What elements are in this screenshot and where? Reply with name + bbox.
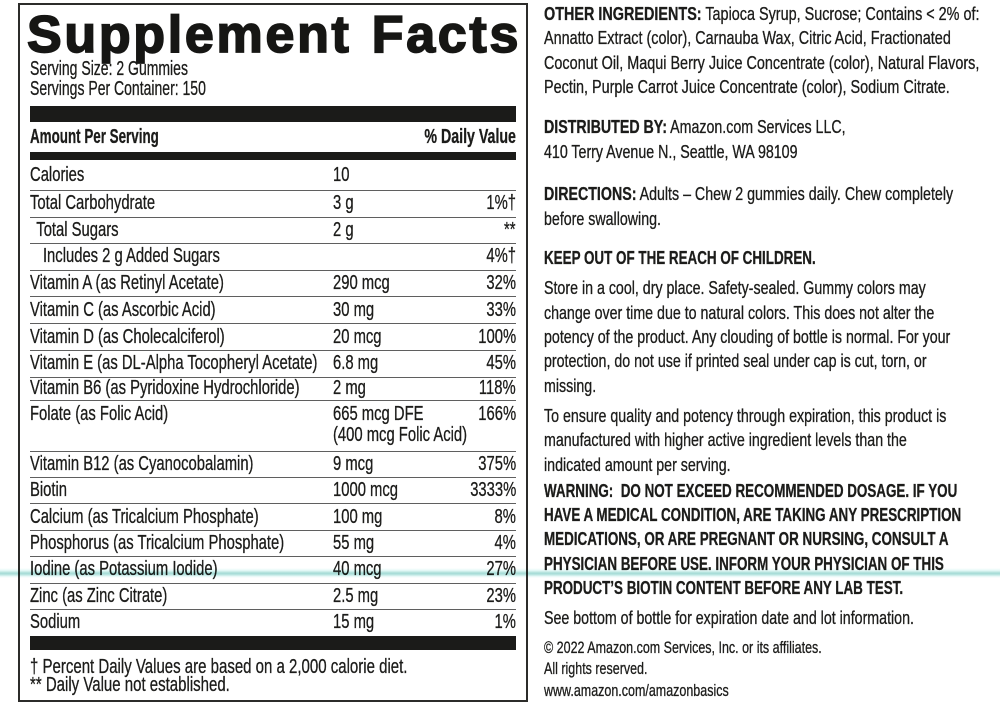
table-row: Calcium (as Tricalcium Phosphate) 100 mg…: [30, 503, 516, 529]
nutrient-amount: 6.8 mg: [333, 352, 379, 375]
supplement-facts-panel: Supplement Facts Serving Size: 2 Gummies…: [18, 3, 528, 702]
table-row: Folate (as Folic Acid) 665 mcg DFE (400 …: [30, 400, 516, 451]
nutrient-name: Vitamin E (as DL-Alpha Tocopheryl Acetat…: [30, 352, 318, 375]
nutrient-name: Sodium: [30, 611, 81, 634]
table-header: Amount Per Serving % Daily Value: [30, 123, 516, 153]
nutrient-daily-value: 3333%: [469, 479, 516, 502]
nutrient-daily-value: 4%†: [486, 245, 516, 268]
table-row: Calories 10: [30, 160, 516, 189]
distributed-by-paragraph: DISTRIBUTED BY: Amazon.com Services LLC,…: [543, 115, 1000, 164]
nutrient-amount: 30 mg: [333, 298, 375, 321]
nutrient-name: Zinc (as Zinc Citrate): [30, 584, 168, 607]
nutrient-amount: 9 mcg: [333, 452, 374, 475]
table-row: Vitamin B12 (as Cyanocobalamin) 9 mcg 37…: [30, 450, 516, 477]
table-row: Zinc (as Zinc Citrate) 2.5 mg 23%: [30, 582, 516, 609]
nutrient-daily-value: 1%†: [486, 192, 516, 215]
table-row: Sodium 15 mg 1%: [30, 609, 516, 635]
warning-paragraph: WARNING: DO NOT EXCEED RECOMMENDED DOSAG…: [543, 480, 961, 599]
directions-label: DIRECTIONS:: [543, 184, 636, 205]
nutrient-daily-value: 166%: [478, 403, 516, 426]
nutrient-daily-value: 4%: [494, 532, 516, 555]
divider-bar-thick-top: [30, 106, 516, 123]
nutrient-daily-value: 1%: [494, 611, 516, 634]
directions-paragraph: DIRECTIONS: Adults – Chew 2 gummies dail…: [543, 182, 1000, 231]
table-row: Includes 2 g Added Sugars 4%†: [30, 242, 516, 270]
expiration-note: See bottom of bottle for expiration date…: [543, 607, 914, 628]
nutrient-amount: 20 mcg: [333, 325, 382, 348]
nutrient-daily-value: 45%: [486, 352, 516, 375]
other-ingredients-label: OTHER INGREDIENTS:: [543, 3, 702, 24]
nutrient-name: Vitamin A (as Retinyl Acetate): [30, 272, 224, 295]
nutrient-name: Calcium (as Tricalcium Phosphate): [30, 505, 259, 528]
divider-bar-header: [30, 152, 516, 161]
keep-out-of-reach-warning: KEEP OUT OF THE REACH OF CHILDREN.: [543, 248, 816, 269]
nutrient-amount: 290 mcg: [333, 272, 390, 295]
footnotes: † Percent Daily Values are based on a 2,…: [30, 655, 408, 697]
divider-bar-bottom: [30, 635, 516, 650]
table-row: Total Sugars 2 g **: [30, 216, 516, 243]
nutrient-daily-value: 118%: [479, 377, 516, 400]
copyright-block: © 2022 Amazon.com Services, Inc. or its …: [543, 637, 822, 701]
nutrient-name: Vitamin B12 (as Cyanocobalamin): [30, 452, 254, 475]
table-row: Phosphorus (as Tricalcium Phosphate) 55 …: [30, 529, 516, 556]
panel-title: Supplement Facts: [26, 6, 522, 64]
nutrient-daily-value: 33%: [486, 298, 516, 321]
nutrient-name: Biotin: [30, 479, 68, 502]
nutrient-table: Calories 10 Total Carbohydrate 3 g 1%† T…: [30, 160, 516, 635]
directions-text: Adults – Chew 2 gummies daily. Chew comp…: [543, 184, 953, 229]
other-ingredients-paragraph: OTHER INGREDIENTS: Tapioca Syrup, Sucros…: [543, 2, 1000, 100]
nutrient-daily-value: 32%: [486, 272, 516, 295]
nutrient-amount: 665 mcg DFE (400 mcg Folic Acid): [333, 403, 468, 447]
nutrient-name: Vitamin D (as Cholecalciferol): [30, 325, 225, 348]
nutrient-amount: 2.5 mg: [333, 584, 379, 607]
nutrient-amount: 1000 mcg: [333, 479, 399, 502]
storage-paragraph: Store in a cool, dry place. Safety-seale…: [543, 278, 950, 396]
cyan-scan-line: [0, 568, 1000, 578]
nutrient-amount: 2 g: [333, 218, 354, 241]
table-row: Vitamin E (as DL-Alpha Tocopheryl Acetat…: [30, 350, 516, 377]
other-ingredients-text: Tapioca Syrup, Sucrose; Contains < 2% of…: [543, 3, 980, 97]
nutrient-name: Calories: [30, 163, 85, 186]
table-row: Total Carbohydrate 3 g 1%†: [30, 189, 516, 217]
nutrient-daily-value: 23%: [486, 584, 516, 607]
distributed-by-text: Amazon.com Services LLC, 410 Terry Avenu…: [543, 117, 846, 162]
nutrient-name: Includes 2 g Added Sugars: [42, 245, 220, 268]
nutrient-amount: 100 mg: [333, 505, 383, 528]
daily-value-header: % Daily Value: [424, 125, 516, 148]
amount-per-serving-header: Amount Per Serving: [30, 125, 159, 148]
nutrient-name: Total Sugars: [36, 218, 119, 241]
nutrient-daily-value: 8%: [494, 505, 516, 528]
nutrient-amount: 15 mg: [333, 611, 375, 634]
potency-paragraph: To ensure quality and potency through ex…: [543, 406, 946, 475]
distributed-by-label: DISTRIBUTED BY:: [543, 117, 667, 138]
nutrient-amount: 2 mg: [333, 377, 366, 400]
table-row: Vitamin D (as Cholecalciferol) 20 mcg 10…: [30, 323, 516, 350]
table-row: Biotin 1000 mcg 3333%: [30, 476, 516, 503]
serving-info: Serving Size: 2 Gummies Servings Per Con…: [30, 57, 206, 100]
nutrient-name: Total Carbohydrate: [30, 192, 156, 215]
nutrient-name: Vitamin B6 (as Pyridoxine Hydrochloride): [30, 377, 300, 400]
nutrient-amount: 55 mg: [333, 532, 375, 555]
table-row: Vitamin B6 (as Pyridoxine Hydrochloride)…: [30, 376, 516, 400]
nutrient-name: Phosphorus (as Tricalcium Phosphate): [30, 532, 285, 555]
nutrient-daily-value: **: [504, 218, 516, 241]
nutrient-name: Vitamin C (as Ascorbic Acid): [30, 298, 216, 321]
nutrient-name: Folate (as Folic Acid): [30, 403, 169, 426]
nutrient-daily-value: 100%: [478, 325, 516, 348]
nutrient-daily-value: 375%: [478, 452, 516, 475]
table-row: Vitamin A (as Retinyl Acetate) 290 mcg 3…: [30, 269, 516, 297]
nutrient-amount: 10: [333, 163, 350, 186]
table-row: Vitamin C (as Ascorbic Acid) 30 mg 33%: [30, 296, 516, 323]
nutrient-amount: 3 g: [333, 192, 354, 215]
